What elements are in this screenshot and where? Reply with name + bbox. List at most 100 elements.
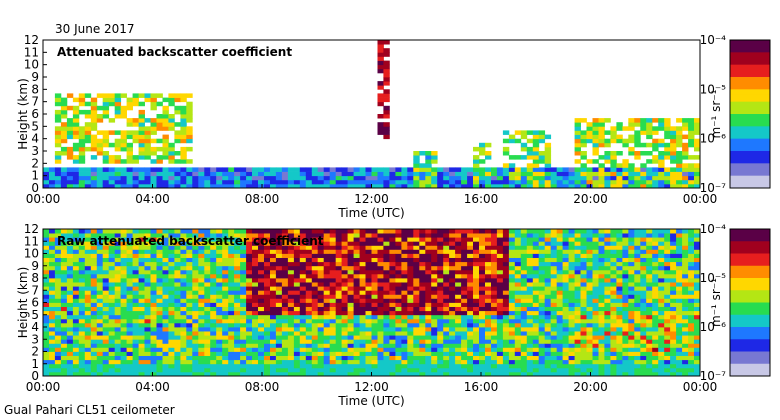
heatmap-cell [299,282,307,287]
heatmap-cell [90,286,98,291]
heatmap-cell [359,269,366,275]
heatmap-cell [395,273,402,279]
heatmap-cell [168,327,175,332]
heatmap-cell [287,367,295,373]
heatmap-cell [228,167,235,172]
heatmap-cell [365,233,372,238]
heatmap-cell [574,363,581,369]
heatmap-cell [496,286,504,291]
heatmap-cell [240,237,247,242]
heatmap-cell [437,355,444,361]
heatmap-cell [580,355,587,361]
heatmap-cell [198,343,205,348]
heatmap-cell [610,335,617,340]
heatmap-cell [54,355,62,361]
heatmap-cell [383,298,390,303]
heatmap-cell [389,286,396,291]
heatmap-cell [443,302,450,307]
heatmap-cell [395,322,402,328]
heatmap-cell [138,142,145,148]
heatmap-cell [473,229,480,234]
heatmap-cell [377,294,384,299]
heatmap-cell [491,273,498,279]
heatmap-cell [180,126,187,131]
heatmap-cell [66,265,74,271]
heatmap-cell [72,278,80,283]
heatmap-cell [508,138,516,144]
heatmap-cell [491,253,498,258]
heatmap-cell [78,175,86,181]
heatmap-cell [538,343,546,348]
heatmap-cell [532,253,540,258]
heatmap-cell [604,167,611,172]
heatmap-cell [467,261,474,267]
heatmap-cell [168,322,175,328]
heatmap-cell [323,286,331,291]
heatmap-cell [186,367,193,373]
heatmap-cell [204,310,211,316]
heatmap-cell [491,257,498,263]
heatmap-cell [610,363,617,369]
heatmap-cell [186,273,193,279]
heatmap-cell [532,347,540,352]
heatmap-cell [359,282,366,287]
heatmap-cell [646,322,653,328]
heatmap-cell [180,367,187,373]
heatmap-cell [132,322,139,328]
heatmap-cell [383,363,390,369]
heatmap-cell [240,318,247,324]
heatmap-cell [520,134,528,140]
heatmap-cell [54,327,62,332]
heatmap-cell [640,343,647,348]
heatmap-cell [473,318,480,324]
heatmap-cell [383,367,390,373]
heatmap-cell [502,253,510,258]
heatmap-cell [664,249,671,254]
heatmap-cell [479,363,486,369]
heatmap-cell [556,335,564,340]
heatmap-cell [317,343,325,348]
heatmap-cell [180,261,187,267]
heatmap-cell [610,318,617,324]
heatmap-cell [132,359,139,365]
heatmap-cell [341,175,348,181]
heatmap-cell [258,167,265,172]
heatmap-cell [323,339,331,344]
heatmap-cell [216,367,223,373]
heatmap-cell [258,327,265,332]
heatmap-cell [646,171,653,177]
heatmap-cell [204,327,211,332]
heatmap-cell [598,229,605,234]
heatmap-cell [664,233,671,238]
heatmap-cell [54,245,62,250]
heatmap-cell [526,163,534,168]
heatmap-cell [634,371,641,377]
heatmap-cell [598,130,605,135]
heatmap-cell [520,371,528,377]
heatmap-cell [520,331,528,336]
heatmap-cell [150,233,157,238]
heatmap-cell [574,290,581,295]
heatmap-cell [682,118,689,123]
heatmap-cell [293,253,301,258]
heatmap-cell [568,327,575,332]
heatmap-cell [293,237,301,242]
heatmap-cell [419,233,426,238]
heatmap-cell [234,298,241,303]
heatmap-cell [365,265,372,271]
heatmap-cell [162,286,169,291]
heatmap-cell [114,101,122,107]
heatmap-cell [640,179,647,185]
heatmap-cell [317,245,325,250]
heatmap-cell [449,179,456,185]
heatmap-cell [437,261,444,267]
heatmap-cell [168,286,175,291]
heatmap-cell [604,318,611,324]
heatmap-cell [222,282,229,287]
heatmap-cell [592,265,599,271]
heatmap-cell [66,229,74,234]
heatmap-cell [407,257,414,263]
heatmap-cell [395,347,402,352]
x-tick-label: 12:00 [354,192,389,206]
heatmap-cell [120,331,127,336]
